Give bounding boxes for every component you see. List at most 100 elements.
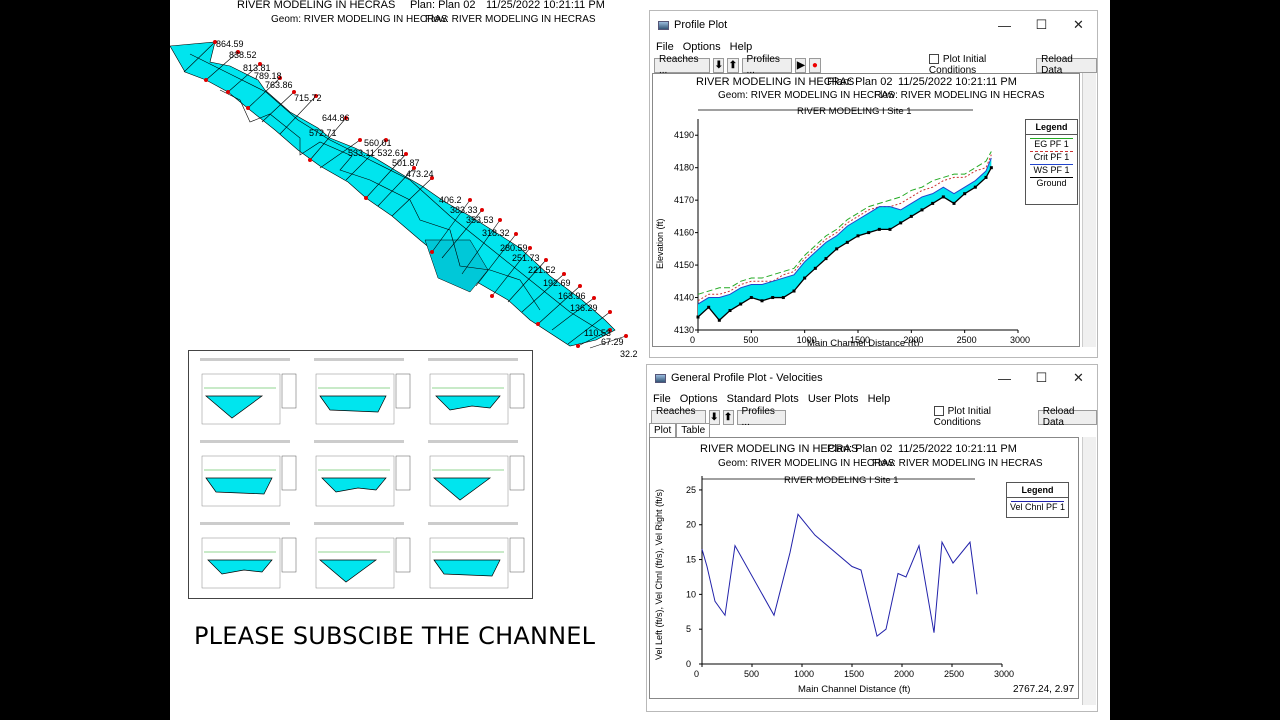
thumbnail-water <box>205 395 264 419</box>
ground-point <box>749 296 753 300</box>
ground-point <box>771 296 775 300</box>
thumbnail-legend <box>395 373 411 409</box>
velocity-y-tick-label: 0 <box>686 659 691 669</box>
station-label: 353.53 <box>466 215 494 225</box>
thumbnail-legend <box>281 455 297 491</box>
maximize-icon[interactable]: ☐ <box>1035 370 1048 385</box>
arrow-down-icon[interactable]: ⬇ <box>713 57 725 73</box>
station-label: 813.81 <box>243 63 271 73</box>
station-label: 318.32 <box>482 228 510 238</box>
river-plan-view: 864.59 838.52 813.81 789.18 763.86 715.7… <box>170 39 638 359</box>
plan-view-flow: Flow: RIVER MODELING IN HECRAS <box>425 14 596 25</box>
legend-eg-line <box>1030 138 1073 139</box>
profiles-button[interactable]: Profiles ... <box>741 54 793 76</box>
station-label: 163.96 <box>558 291 586 301</box>
reload-data-button[interactable]: Reload Data <box>1036 54 1097 76</box>
menu-help[interactable]: Help <box>867 393 891 405</box>
thumbnail-title-bar <box>428 440 518 443</box>
station-label: 715.72 <box>294 93 322 103</box>
profile-y-axis-label: Elevation (ft) <box>655 218 665 269</box>
velocity-titlebar[interactable]: General Profile Plot - Velocities — ☐ ✕ <box>647 365 1097 391</box>
menu-user-plots[interactable]: User Plots <box>807 393 859 405</box>
legend-velchnl-line <box>1011 501 1064 502</box>
ground-point <box>989 166 993 170</box>
menu-help[interactable]: Help <box>729 41 753 53</box>
plot-initial-checkbox[interactable]: Plot Initial Conditions <box>928 54 1027 76</box>
thumbnail-legend <box>281 373 297 409</box>
close-icon[interactable]: ✕ <box>1073 17 1084 32</box>
thumbnail-title-bar <box>200 358 290 361</box>
station-label: 136.29 <box>570 303 598 313</box>
river-water-surface <box>170 41 616 347</box>
velocity-x-tick-label: 500 <box>744 669 759 679</box>
ground-point <box>739 302 743 306</box>
reaches-button[interactable]: Reaches ... <box>654 54 711 76</box>
plot-initial-checkbox[interactable]: Plot Initial Conditions <box>933 406 1029 428</box>
ground-point <box>909 214 913 218</box>
station-label: 533.11 532.61 <box>348 148 405 158</box>
thumbnail-frame <box>201 455 281 507</box>
menu-options[interactable]: Options <box>682 41 721 53</box>
profile-legend-title: Legend <box>1026 120 1077 135</box>
close-icon[interactable]: ✕ <box>1073 370 1084 385</box>
station-label: 763.86 <box>265 80 293 90</box>
legend-crit-line <box>1030 151 1073 152</box>
ground-point <box>696 315 700 319</box>
thumbnail-water <box>319 395 387 413</box>
channel-centerline <box>189 53 607 335</box>
profile-y-tick-label: 4140 <box>674 293 694 303</box>
velocity-plot-flow: Flow: RIVER MODELING IN HECRAS <box>872 458 1043 469</box>
menu-file[interactable]: File <box>653 393 671 405</box>
velocity-scrollbar[interactable] <box>1082 437 1096 705</box>
cross-section-lines <box>183 41 627 349</box>
tab-plot[interactable]: Plot <box>649 423 677 437</box>
play-icon[interactable]: ▶ <box>795 57 807 73</box>
profile-x-tick-label: 3000 <box>1010 335 1030 345</box>
minimize-icon[interactable]: — <box>998 370 1011 386</box>
thumbnail-frame <box>315 373 395 425</box>
arrow-up-icon[interactable]: ⬆ <box>722 409 734 425</box>
thumbnail-legend <box>509 455 525 491</box>
profile-scrollbar[interactable] <box>1082 73 1096 347</box>
profile-plot-flow: Flow: RIVER MODELING IN HECRAS <box>874 90 1045 101</box>
thumbnail-title-bar <box>314 522 404 525</box>
velocity-toolbar: Reaches ... ⬇ ⬆ Profiles ... Plot Initia… <box>647 406 1097 428</box>
maximize-icon[interactable]: ☐ <box>1035 17 1048 32</box>
app-icon <box>658 20 669 30</box>
plot-initial-label: Plot Initial Conditions <box>928 54 987 76</box>
profile-titlebar[interactable]: Profile Plot — ☐ ✕ <box>650 11 1097 39</box>
record-icon[interactable]: ● <box>809 57 821 73</box>
profile-plot-area: RIVER MODELING IN HECRAS Plan: Plan 02 1… <box>652 73 1080 347</box>
ground-point <box>973 185 977 189</box>
arrow-up-icon[interactable]: ⬆ <box>727 57 739 73</box>
station-label: 789.18 <box>254 71 282 81</box>
plan-view-title: RIVER MODELING IN HECRAS <box>237 0 396 11</box>
profile-y-tick-label: 4170 <box>674 195 694 205</box>
minimize-icon[interactable]: — <box>998 17 1011 33</box>
profile-y-tick-label: 4150 <box>674 260 694 270</box>
profiles-button[interactable]: Profiles ... <box>736 406 786 428</box>
velocity-y-axis-label: Vel Left (ft/s), Vel Chnl (ft/s), Vel Ri… <box>654 489 664 660</box>
legend-crit: Crit PF 1 <box>1033 152 1070 162</box>
station-label: 67.29 <box>601 337 624 347</box>
app-icon <box>655 373 666 383</box>
menu-file[interactable]: File <box>656 41 674 53</box>
profile-x-tick-label: 2500 <box>957 335 977 345</box>
ground-point <box>707 305 711 309</box>
ground-point <box>888 227 892 231</box>
legend-ground-line <box>1030 177 1073 178</box>
ground-point <box>877 227 881 231</box>
thumbnail-title-bar <box>314 440 404 443</box>
station-label: 110.53 <box>584 328 611 338</box>
arrow-down-icon[interactable]: ⬇ <box>708 409 720 425</box>
profile-x-tick-label: 500 <box>743 335 758 345</box>
profile-reach-label: RIVER MODELING I Site 1 <box>797 106 912 117</box>
tab-table[interactable]: Table <box>676 423 711 437</box>
menu-options[interactable]: Options <box>679 393 718 405</box>
ground-point <box>835 247 839 251</box>
menu-standard-plots[interactable]: Standard Plots <box>726 393 799 405</box>
profile-marks: 0 500 1000 1500 2000 2500 3000 4130 4140 4150 4160… <box>674 109 1030 345</box>
legend-eg: EG PF 1 <box>1034 139 1069 149</box>
reload-data-button[interactable]: Reload Data <box>1037 406 1097 428</box>
velocity-plot-geom: Geom: RIVER MODELING IN HECRAS <box>718 458 895 469</box>
